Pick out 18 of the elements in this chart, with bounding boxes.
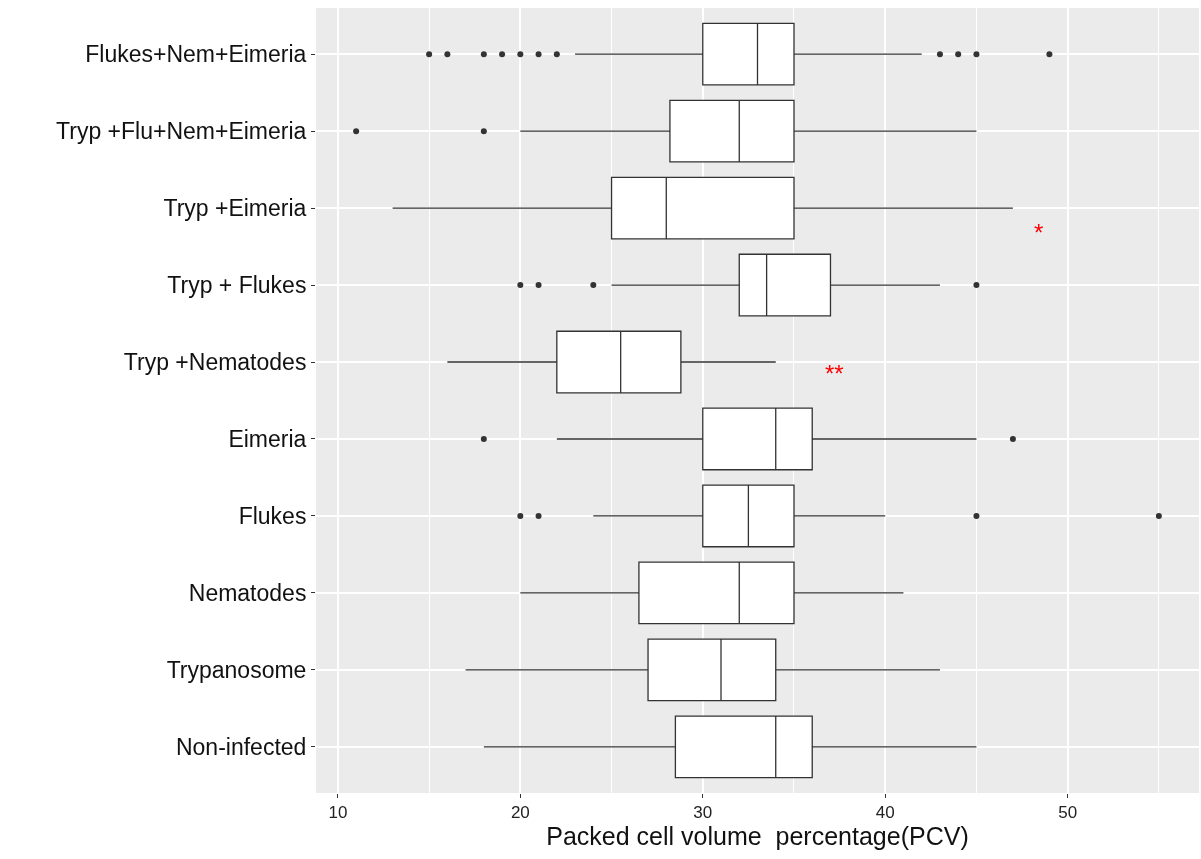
- annotation: **: [825, 360, 844, 387]
- y-tick-label: Nematodes: [188, 579, 307, 606]
- x-tick-label: 20: [510, 803, 530, 823]
- annotation: *: [1034, 219, 1044, 246]
- y-tick-label: Tryp +Flu+Nem+Eimeria: [56, 118, 307, 145]
- x-tick-label: 40: [875, 803, 895, 823]
- x-tick-label: 10: [328, 803, 348, 823]
- y-tick-label: Flukes+Nem+Eimeria: [85, 41, 307, 68]
- y-tick-label: Trypanosome: [166, 656, 307, 683]
- x-tick-label: 30: [693, 803, 713, 823]
- y-tick-label: Tryp + Flukes: [167, 272, 307, 299]
- y-tick-label: Tryp +Eimeria: [163, 195, 307, 222]
- y-tick-label: Eimeria: [228, 426, 307, 453]
- x-axis-title: Packed cell volume percentage(PCV): [546, 822, 969, 851]
- y-tick-label: Flukes: [238, 502, 307, 529]
- y-tick-label: Tryp +Nematodes: [123, 349, 307, 376]
- y-tick-label: Non-infected: [175, 733, 307, 760]
- x-tick-label: 50: [1058, 803, 1078, 823]
